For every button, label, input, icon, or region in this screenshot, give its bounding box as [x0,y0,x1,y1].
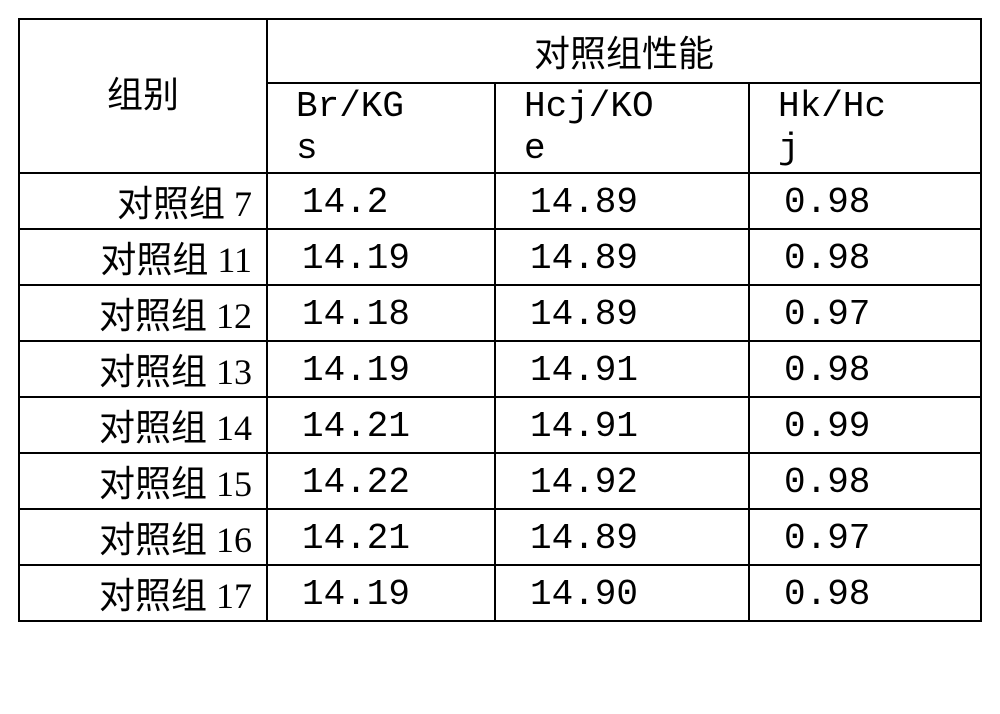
cell-br: 14.19 [267,565,495,621]
performance-table: 组别 对照组性能 Br/KG s Hcj/KO e Hk/Hc j 对照组 7 … [18,18,982,622]
table-body: 对照组 7 14.2 14.89 0.98 对照组 11 14.19 14.89… [19,173,981,621]
cell-hkhcj: 0.98 [749,341,981,397]
table-row: 对照组 13 14.19 14.91 0.98 [19,341,981,397]
col-header-hcj: Hcj/KO e [495,83,749,173]
cell-value: 14.91 [496,350,638,391]
col-header-br-line2: s [296,128,318,169]
table-row: 对照组 15 14.22 14.92 0.98 [19,453,981,509]
cell-value: 0.98 [750,462,870,503]
cell-value: 14.22 [268,462,410,503]
col-header-hkhcj-line2: j [778,128,800,169]
row-label: 对照组 14 [19,397,267,453]
table-header-row-1: 组别 对照组性能 [19,19,981,83]
cell-value: 0.98 [750,238,870,279]
col-header-hkhcj-line1: Hk/Hc [778,86,886,127]
col-header-br: Br/KG s [267,83,495,173]
cell-value: 14.91 [496,406,638,447]
cell-value: 0.97 [750,294,870,335]
cell-hkhcj: 0.98 [749,453,981,509]
table-row: 对照组 14 14.21 14.91 0.99 [19,397,981,453]
cell-value: 14.21 [268,406,410,447]
cell-hkhcj: 0.99 [749,397,981,453]
cell-br: 14.18 [267,285,495,341]
col-header-hcj-line2: e [524,128,546,169]
cell-hkhcj: 0.97 [749,509,981,565]
row-label: 对照组 13 [19,341,267,397]
cell-hkhcj: 0.98 [749,229,981,285]
cell-br: 14.2 [267,173,495,229]
cell-value: 0.98 [750,574,870,615]
cell-hcj: 14.89 [495,229,749,285]
table-row: 对照组 12 14.18 14.89 0.97 [19,285,981,341]
cell-br: 14.21 [267,509,495,565]
table-row: 对照组 16 14.21 14.89 0.97 [19,509,981,565]
cell-hcj: 14.89 [495,173,749,229]
table-row: 对照组 11 14.19 14.89 0.98 [19,229,981,285]
cell-br: 14.19 [267,229,495,285]
row-label: 对照组 12 [19,285,267,341]
cell-value: 14.92 [496,462,638,503]
col-header-hkhcj: Hk/Hc j [749,83,981,173]
cell-hkhcj: 0.98 [749,565,981,621]
table-row: 对照组 17 14.19 14.90 0.98 [19,565,981,621]
cell-hcj: 14.92 [495,453,749,509]
cell-hcj: 14.90 [495,565,749,621]
cell-value: 14.90 [496,574,638,615]
cell-value: 14.89 [496,294,638,335]
col-header-hcj-line1: Hcj/KO [524,86,654,127]
cell-br: 14.22 [267,453,495,509]
cell-value: 14.19 [268,574,410,615]
row-label: 对照组 16 [19,509,267,565]
col-header-group: 组别 [19,19,267,173]
cell-value: 14.18 [268,294,410,335]
cell-value: 0.98 [750,182,870,223]
cell-hkhcj: 0.98 [749,173,981,229]
cell-hcj: 14.89 [495,285,749,341]
cell-value: 14.19 [268,238,410,279]
cell-value: 14.2 [268,182,388,223]
cell-br: 14.19 [267,341,495,397]
table-row: 对照组 7 14.2 14.89 0.98 [19,173,981,229]
row-label: 对照组 11 [19,229,267,285]
cell-value: 14.89 [496,518,638,559]
cell-hcj: 14.91 [495,397,749,453]
cell-value: 0.98 [750,350,870,391]
row-label: 对照组 7 [19,173,267,229]
col-header-merged: 对照组性能 [267,19,981,83]
row-label: 对照组 15 [19,453,267,509]
cell-hcj: 14.91 [495,341,749,397]
col-header-br-line1: Br/KG [296,86,404,127]
cell-value: 0.97 [750,518,870,559]
row-label: 对照组 17 [19,565,267,621]
cell-value: 14.19 [268,350,410,391]
cell-hcj: 14.89 [495,509,749,565]
cell-br: 14.21 [267,397,495,453]
cell-hkhcj: 0.97 [749,285,981,341]
cell-value: 14.89 [496,182,638,223]
cell-value: 14.21 [268,518,410,559]
cell-value: 0.99 [750,406,870,447]
cell-value: 14.89 [496,238,638,279]
